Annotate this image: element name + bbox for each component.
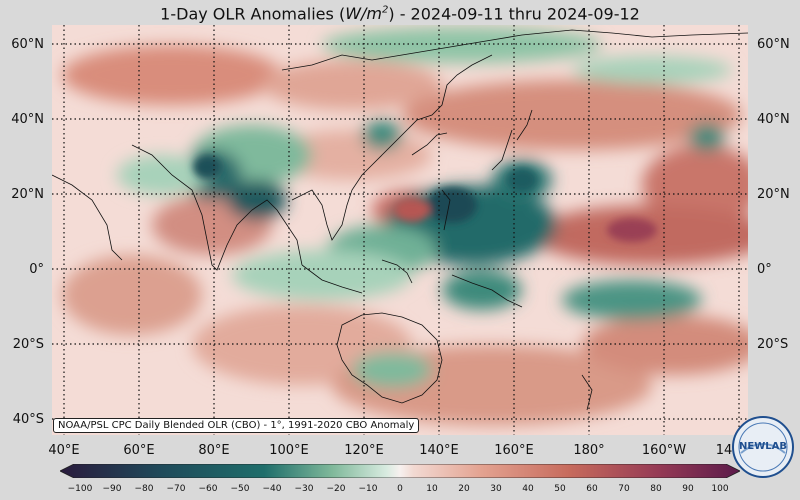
lat-label-right: 0°: [757, 262, 772, 277]
colorbar-tick-label: 100: [711, 484, 729, 494]
colorbar-tick-label: −50: [230, 484, 250, 494]
colorbar-tick-label: 50: [554, 484, 566, 494]
map-title: 1-Day OLR Anomalies (W/m2) - 2024-09-11 …: [160, 4, 640, 24]
colorbar-tick-label: 70: [618, 484, 630, 494]
lat-label-left: 40°S: [12, 412, 44, 427]
lon-label: 40°E: [48, 443, 80, 458]
lat-label-right: 60°N: [757, 37, 790, 52]
lat-label-right: 20°S: [757, 337, 789, 352]
colorbar-tick-label: −60: [198, 484, 218, 494]
lon-label: 160°E: [494, 443, 534, 458]
colorbar-tick-label: 10: [426, 484, 438, 494]
coastlines: [52, 29, 748, 411]
lat-label-left: 60°N: [11, 37, 44, 52]
colorbar-tick-label: 20: [458, 484, 470, 494]
lon-label: 80°E: [198, 443, 230, 458]
colorbar-tick-label: 90: [682, 484, 694, 494]
colorbar-tick-label: −80: [134, 484, 154, 494]
colorbar-tick-label: 40: [522, 484, 534, 494]
colorbar-tick-label: 80: [650, 484, 662, 494]
colorbar-tick-label: −70: [166, 484, 186, 494]
colorbar-tick-label: 30: [490, 484, 502, 494]
lat-label-right: 40°N: [757, 112, 790, 127]
lat-label-left: 20°S: [12, 337, 44, 352]
olr-anomaly-map: [52, 25, 748, 435]
lon-label: 160°W: [641, 443, 687, 458]
source-note: NOAA/PSL CPC Daily Blended OLR (CBO) - 1…: [53, 418, 420, 433]
lon-label: 14: [715, 443, 733, 458]
colorbar-tick-label: −10: [358, 484, 378, 494]
newlab-logo: NEWLAB: [731, 415, 795, 479]
colorbar-tick-label: −30: [294, 484, 314, 494]
colorbar-tick-label: 60: [586, 484, 598, 494]
lon-label: 140°E: [419, 443, 459, 458]
lat-label-left: 40°N: [11, 112, 44, 127]
colorbar-tick-label: −100: [67, 484, 93, 494]
lon-label: 100°E: [269, 443, 309, 458]
colorbar-tick-label: −90: [102, 484, 122, 494]
colorbar: [59, 463, 741, 479]
lon-label: 60°E: [123, 443, 155, 458]
colorbar-tick-label: −40: [262, 484, 282, 494]
lon-label: 180°: [573, 443, 605, 458]
lat-label-left: 20°N: [11, 187, 44, 202]
svg-text:NEWLAB: NEWLAB: [739, 441, 787, 452]
lat-label-left: 0°: [29, 262, 44, 277]
lon-label: 120°E: [344, 443, 384, 458]
colorbar-tick-label: −20: [326, 484, 346, 494]
anomaly-field: [52, 25, 748, 435]
colorbar-tick-label: 0: [397, 484, 403, 494]
lat-label-right: 20°N: [757, 187, 790, 202]
